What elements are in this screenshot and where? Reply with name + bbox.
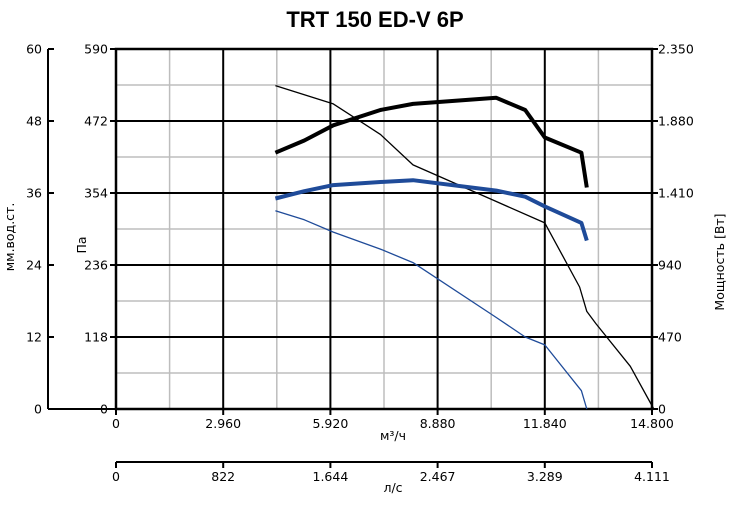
x2-tick-label: 3.289 [527, 469, 563, 484]
y-tick-label: 118 [84, 330, 108, 345]
y-axis-label-pa: Па [74, 236, 89, 253]
x-axis-label-m3h: м³/ч [380, 428, 406, 443]
y-outer-tick-label: 48 [26, 114, 42, 129]
x-tick-label: 11.840 [523, 416, 567, 431]
x2-tick-label: 2.467 [420, 469, 456, 484]
series-line-4 [275, 210, 588, 410]
x-tick-label: 2.960 [205, 416, 241, 431]
y-right-tick-label: 2.350 [658, 42, 694, 57]
tick-labels: 0 118 236 354 472 590 0 12 24 36 48 60 0 470 940 1.410 1… [26, 42, 694, 485]
chart-title: TRT 150 ED-V 6P [286, 7, 463, 32]
y-tick-label: 236 [84, 258, 108, 273]
grid [116, 49, 652, 409]
x2-tick-label: 822 [211, 469, 235, 484]
x2-tick-label: 0 [112, 469, 120, 484]
x-tick-label: 5.920 [313, 416, 349, 431]
y-right-tick-label: 470 [658, 330, 682, 345]
y-tick-label: 590 [84, 42, 108, 57]
curves [274, 84, 655, 410]
y-right-tick-label: 940 [658, 258, 682, 273]
y-tick-label: 354 [84, 186, 108, 201]
x2-tick-label: 1.644 [313, 469, 349, 484]
y-outer-tick-label: 24 [26, 258, 42, 273]
x-tick-label: 0 [112, 416, 120, 431]
series-line-1 [274, 95, 589, 188]
x-tick-label: 8.880 [420, 416, 456, 431]
y-tick-label: 0 [100, 402, 108, 417]
y-right-tick-label: 1.410 [658, 186, 694, 201]
series-line-2 [275, 84, 655, 410]
x-tick-label: 14.800 [630, 416, 674, 431]
y-axis-label-power: Мощность [Вт] [712, 213, 727, 310]
y-axis-label-mmwc: мм.вод.ст. [2, 203, 17, 272]
x-axis-label-ls: л/с [383, 480, 402, 495]
y-right-tick-label: 0 [658, 402, 666, 417]
y-outer-tick-label: 36 [26, 186, 42, 201]
y-outer-tick-label: 60 [26, 42, 42, 57]
y-outer-tick-label: 0 [34, 402, 42, 417]
axes [47, 47, 658, 468]
y-tick-label: 472 [84, 114, 108, 129]
y-right-tick-label: 1.880 [658, 114, 694, 129]
y-outer-tick-label: 12 [26, 330, 42, 345]
x2-tick-label: 4.111 [634, 469, 670, 484]
series-line-3 [274, 178, 589, 242]
